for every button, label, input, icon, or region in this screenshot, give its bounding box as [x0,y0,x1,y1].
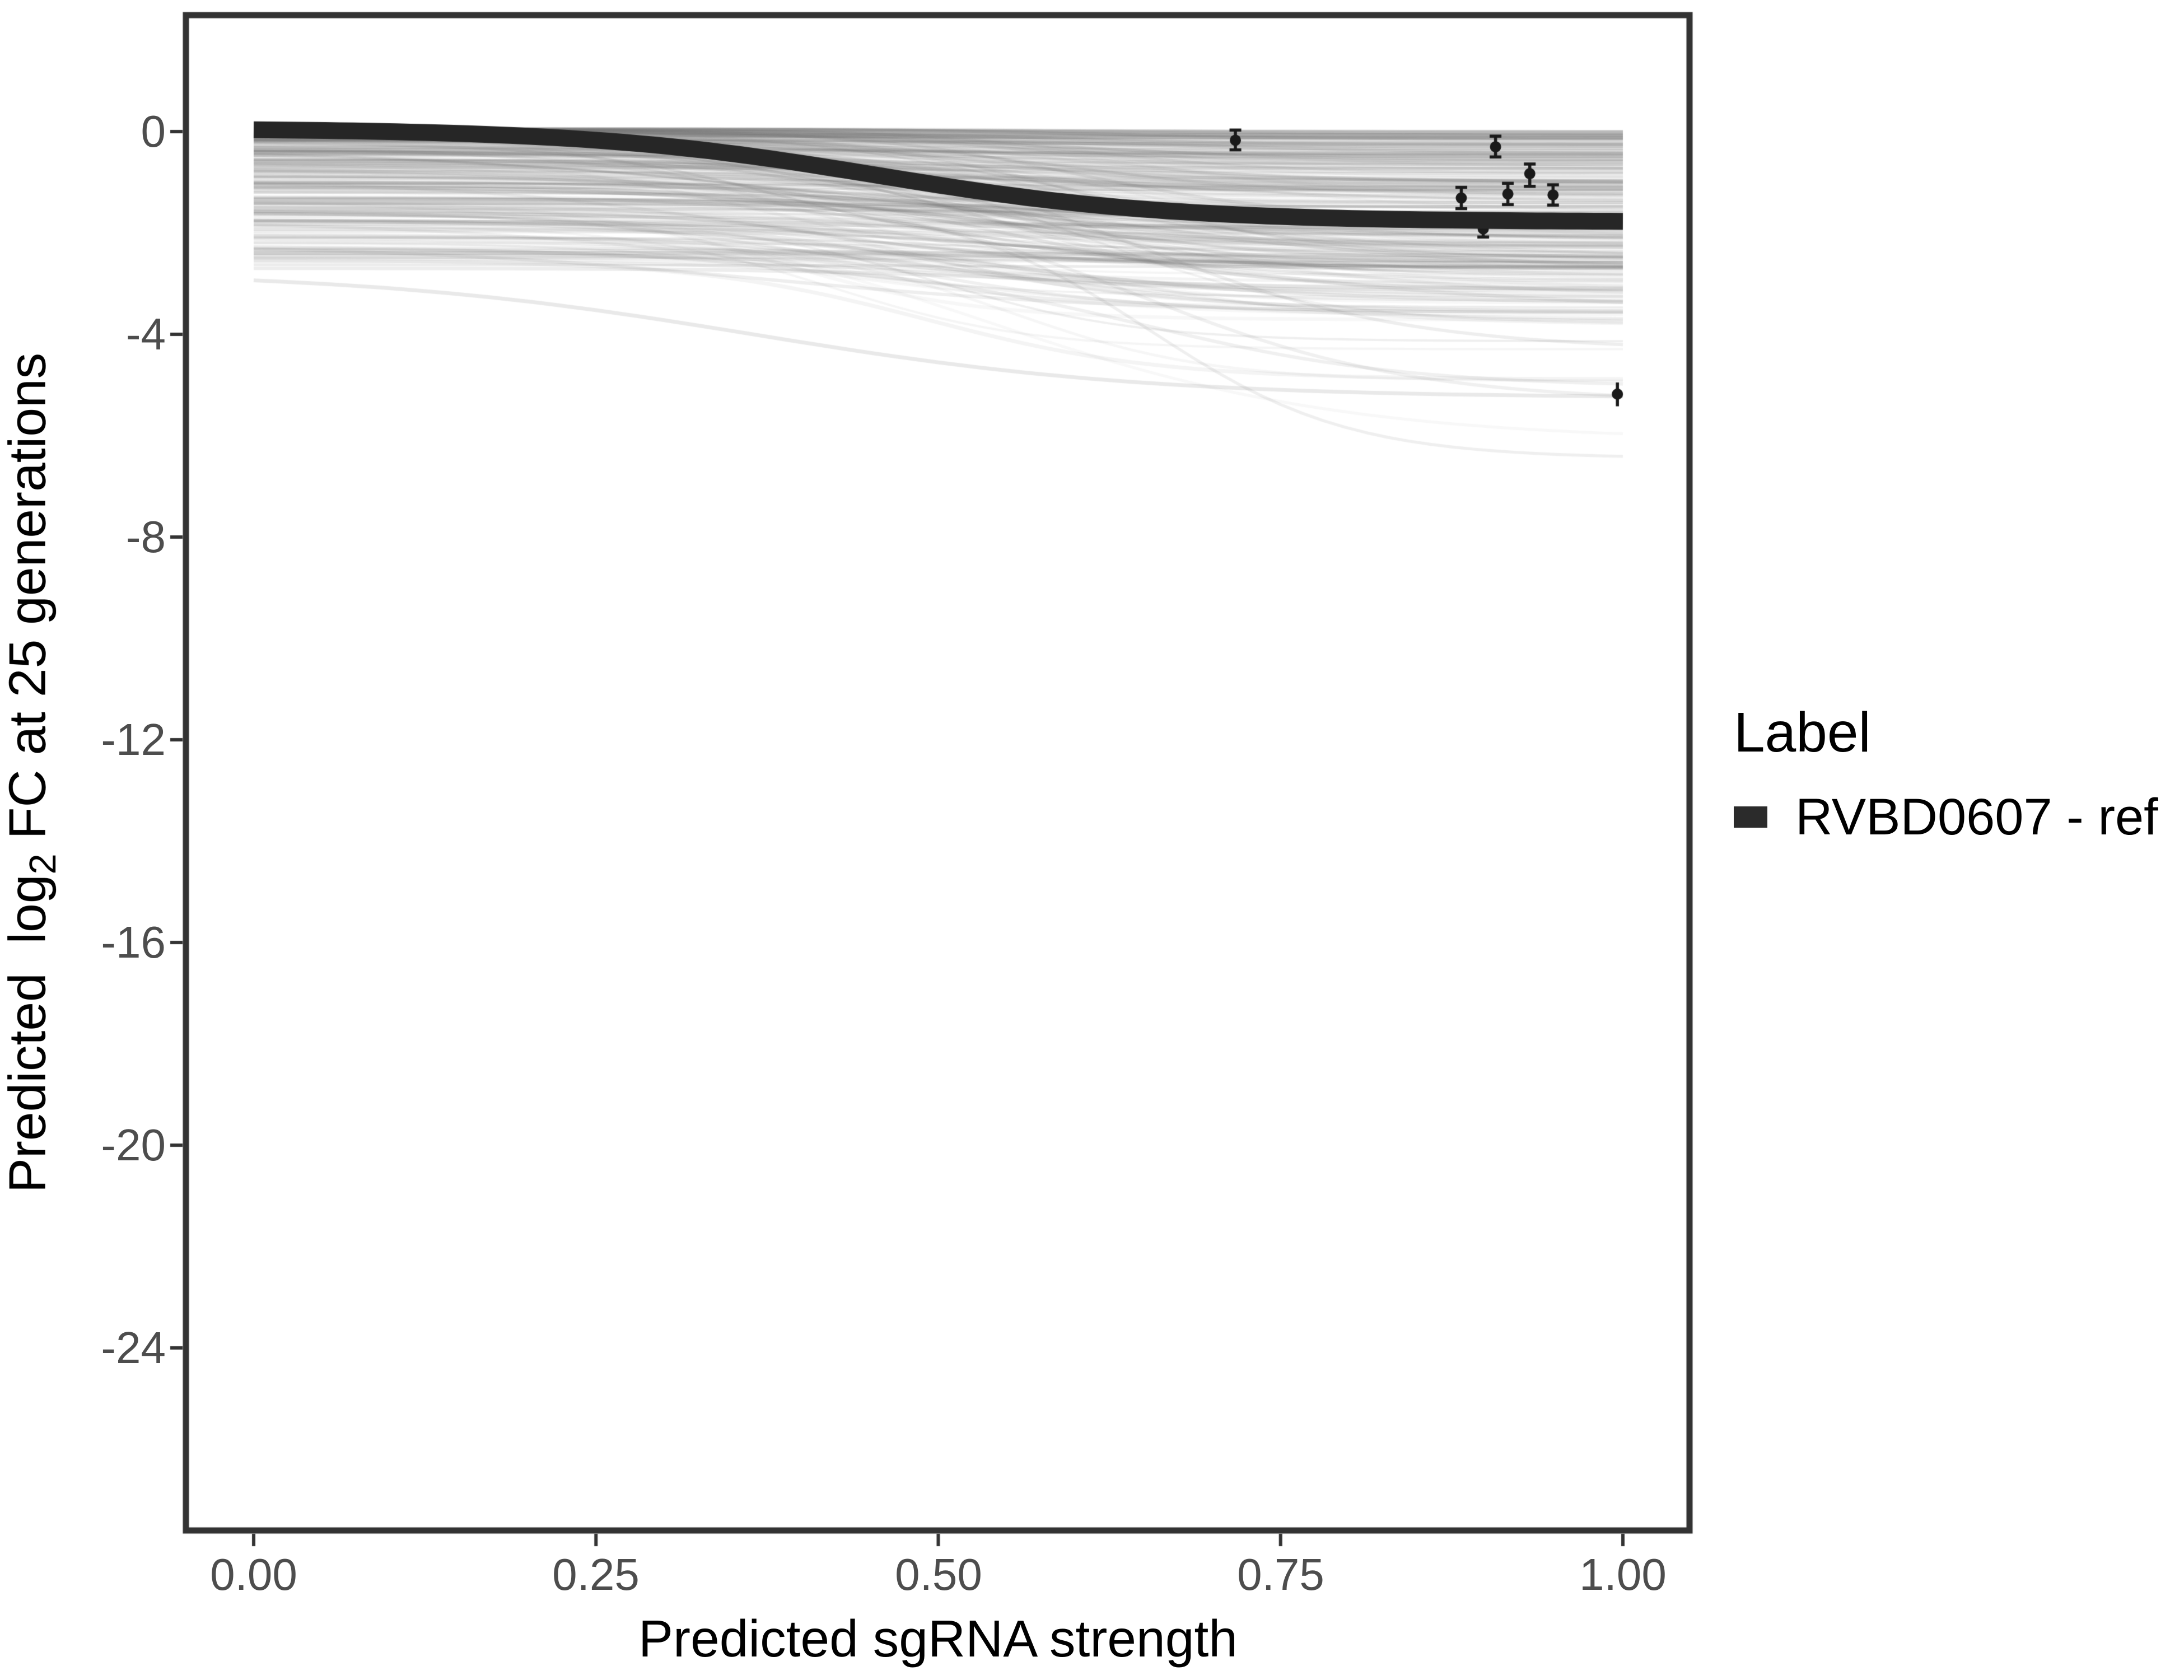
x-axis-title: Predicted sgRNA strength [638,1609,1238,1668]
y-tick-label-0: 0 [141,106,166,156]
legend-line-key-swatch [1734,806,1767,828]
y-tick-label--24: -24 [101,1323,166,1373]
y-tick-label--4: -4 [125,309,166,359]
x-tick-label-0.25: 0.25 [552,1550,640,1599]
y-axis-title-subscript: 2 [22,853,64,875]
y-tick-label--12: -12 [101,715,166,764]
x-tick-label-0.00: 0.00 [210,1550,297,1599]
x-tick-label-0.75: 0.75 [1237,1550,1324,1599]
y-tick-label--20: -20 [101,1120,166,1170]
y-axis-title: Predicted log2 FC at 25 generations [0,352,64,1193]
x-tick-label-1.00: 1.00 [1579,1550,1667,1599]
legend-entry-label: RVBD0607 - ref [1795,788,2158,846]
x-tick-label-0.50: 0.50 [895,1550,982,1599]
y-axis-title-post: FC at 25 generations [0,352,57,854]
y-tick-label--8: -8 [125,512,166,562]
y-tick-label--16: -16 [101,917,166,967]
legend-title: Label [1734,701,1871,764]
